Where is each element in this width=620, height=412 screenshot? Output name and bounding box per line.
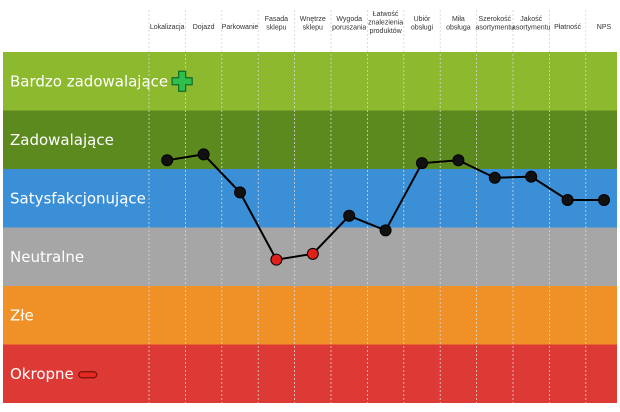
data-point — [306, 247, 319, 260]
column-label: NPS — [597, 24, 612, 31]
band-0 — [3, 52, 617, 111]
band-label: Bardzo zadowalające — [10, 72, 168, 90]
column-label: Wnętrze sklepu — [300, 16, 326, 32]
column-label: Ubiór obsługi — [411, 16, 434, 32]
band-label: Złe — [10, 306, 34, 324]
plus-icon — [171, 70, 193, 92]
data-point — [598, 194, 610, 207]
band-1 — [3, 110, 617, 169]
data-point — [343, 209, 356, 222]
column-label: Płatność — [554, 24, 581, 31]
data-point — [197, 148, 210, 161]
band-5 — [3, 344, 617, 403]
column-labels: Lokalizacja Dojazd Parkowanie Fasada sklepu W… — [150, 11, 612, 35]
band-labels: Bardzo zadowalające Zadowalające Satysfakc… — [10, 70, 193, 383]
band-label: Neutralne — [10, 248, 84, 266]
bands-layer — [3, 52, 617, 403]
data-point — [525, 170, 538, 183]
column-label: Parkowanie — [222, 24, 259, 31]
band-label: Zadowalające — [10, 131, 114, 149]
data-point — [488, 171, 501, 184]
column-label: Wygoda poruszania — [332, 16, 366, 32]
column-label: Fasada sklepu — [265, 16, 288, 32]
band-label: Satysfakcjonujące — [10, 189, 146, 207]
column-gridlines — [148, 10, 587, 403]
data-point — [452, 154, 465, 167]
column-label: Łatwość znalezienia produktów — [368, 11, 403, 35]
data-point — [416, 157, 428, 170]
column-label: Lokalizacja — [150, 24, 185, 31]
data-point — [379, 224, 392, 237]
column-label: Miła obsługa — [446, 16, 471, 32]
series-points — [161, 148, 610, 266]
column-label: Dojazd — [193, 24, 215, 31]
data-point — [270, 253, 283, 266]
data-point — [561, 194, 574, 207]
band-4 — [3, 286, 617, 345]
column-label: Szerokość asortymentu — [476, 16, 515, 32]
minus-icon — [78, 371, 98, 379]
column-label: Jakość asortymentu — [512, 16, 551, 32]
data-point — [161, 154, 174, 167]
band-label: Okropne — [10, 365, 74, 383]
data-point — [234, 186, 246, 199]
band-2 — [3, 169, 617, 228]
